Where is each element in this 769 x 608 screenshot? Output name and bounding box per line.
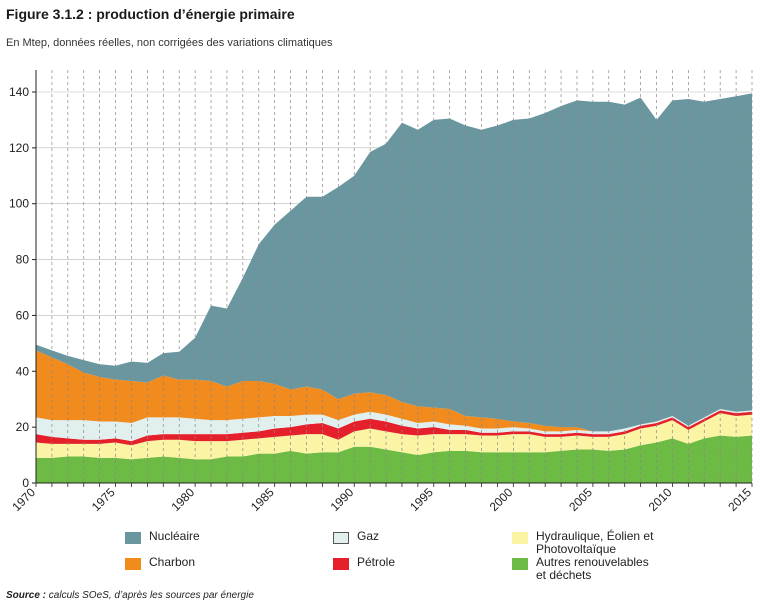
y-tick-label: 60 bbox=[16, 308, 30, 322]
area-nucleaire bbox=[36, 93, 752, 432]
area-charbon bbox=[36, 350, 752, 432]
x-tick-label: 2005 bbox=[566, 485, 595, 514]
source-text: calculs SOeS, d’après les sources par én… bbox=[48, 590, 254, 601]
chart-subtitle: En Mtep, données réelles, non corrigées … bbox=[6, 37, 333, 49]
x-tick-label: 1980 bbox=[168, 485, 197, 514]
x-tick-label: 2010 bbox=[646, 485, 675, 514]
x-tick-label: 1995 bbox=[407, 485, 436, 514]
y-tick-label: 20 bbox=[16, 420, 30, 434]
y-tick-label: 120 bbox=[9, 141, 29, 155]
y-tick-label: 0 bbox=[22, 476, 29, 490]
x-tick-label: 2000 bbox=[487, 485, 516, 514]
y-tick-label: 40 bbox=[16, 364, 30, 378]
area-hydraulique-eolien-et-photovoltaique bbox=[36, 413, 752, 460]
x-tick-label: 1990 bbox=[328, 485, 357, 514]
area-autres-renouvelables-et-dechets bbox=[36, 435, 752, 483]
area-petrole bbox=[36, 410, 752, 446]
area-gaz bbox=[36, 408, 752, 442]
chart-title: Figure 3.1.2 : production d’énergie prim… bbox=[6, 6, 295, 22]
source-note: Source : calculs SOeS, d’après les sourc… bbox=[6, 590, 254, 601]
x-tick-label: 1985 bbox=[248, 485, 277, 514]
x-tick-label: 1975 bbox=[89, 485, 118, 514]
y-tick-label: 80 bbox=[16, 253, 30, 267]
y-tick-label: 100 bbox=[9, 197, 29, 211]
x-tick-label: 2015 bbox=[725, 485, 754, 514]
x-tick-label: 1970 bbox=[9, 485, 38, 514]
source-label: Source : bbox=[6, 590, 47, 601]
y-tick-label: 140 bbox=[9, 85, 29, 99]
